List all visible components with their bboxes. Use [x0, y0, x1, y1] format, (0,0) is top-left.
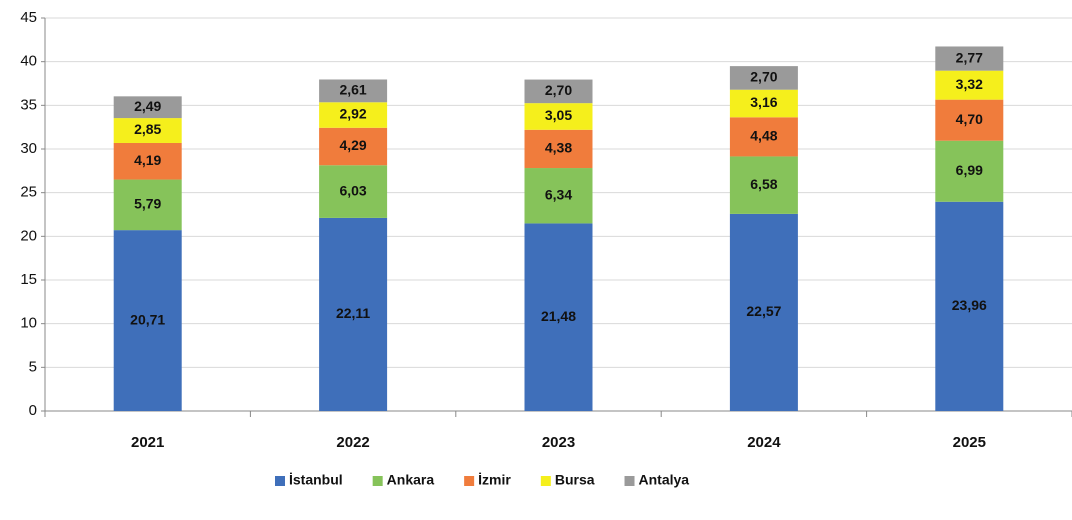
y-tick-label: 0: [29, 402, 37, 419]
bar-segment: [935, 46, 1004, 71]
y-tick-label: 30: [20, 140, 37, 157]
value-label: 4,70: [956, 111, 983, 127]
legend-label: Antalya: [639, 472, 690, 488]
bar-segment: [113, 142, 182, 180]
legend-label: Ankara: [387, 472, 435, 488]
value-label: 22,57: [746, 303, 781, 319]
value-label: 6,99: [956, 162, 983, 178]
value-label: 4,19: [134, 152, 161, 168]
bar-segment: [524, 168, 593, 224]
bar-segment: [729, 117, 798, 157]
y-tick-label: 10: [20, 315, 37, 332]
bar-segment: [729, 89, 798, 118]
bar-segment: [524, 103, 593, 130]
legend-label: İstanbul: [289, 472, 343, 488]
value-label: 20,71: [130, 311, 165, 327]
bar-segment: [729, 213, 798, 411]
bar-segment: [319, 102, 388, 128]
bar-segment: [935, 201, 1004, 411]
x-tick-label: 2024: [747, 434, 781, 451]
x-tick-label: 2025: [953, 434, 986, 451]
bar-segment: [113, 179, 182, 231]
value-label: 2,49: [134, 98, 161, 114]
value-label: 3,16: [750, 94, 777, 110]
value-label: 2,70: [750, 69, 777, 85]
value-label: 2,70: [545, 82, 572, 98]
y-tick-label: 5: [29, 358, 37, 375]
value-label: 3,32: [956, 76, 983, 92]
value-label: 2,85: [134, 121, 161, 137]
value-label: 4,29: [339, 137, 366, 153]
bar-segment: [524, 79, 593, 104]
y-tick-label: 45: [20, 9, 37, 26]
value-label: 23,96: [952, 297, 987, 313]
x-tick-label: 2021: [131, 434, 164, 451]
legend-label: İzmir: [478, 472, 511, 488]
value-label: 6,34: [545, 186, 572, 202]
y-tick-label: 25: [20, 184, 37, 201]
value-label: 21,48: [541, 308, 576, 324]
bar-segment: [113, 118, 182, 143]
y-tick-label: 20: [20, 227, 37, 244]
value-label: 2,77: [956, 49, 983, 65]
legend-label: Bursa: [555, 472, 595, 488]
legend-swatch: [372, 476, 383, 486]
value-label: 2,61: [339, 82, 366, 98]
bar-segment: [729, 156, 798, 214]
value-label: 3,05: [545, 107, 572, 123]
bar-segment: [935, 70, 1004, 100]
value-label: 6,03: [339, 182, 366, 198]
value-label: 6,58: [750, 176, 777, 192]
y-tick-label: 15: [20, 271, 37, 288]
bar-segment: [524, 223, 593, 411]
bar-segment: [524, 129, 593, 169]
legend-swatch: [540, 476, 551, 486]
value-label: 2,92: [339, 106, 366, 122]
bar-segment: [319, 127, 388, 166]
y-tick-label: 40: [20, 53, 37, 70]
bar-segment: [319, 165, 388, 218]
y-tick-label: 35: [20, 96, 37, 113]
value-label: 22,11: [336, 305, 370, 321]
bar-segment: [113, 96, 182, 119]
legend-swatch: [275, 476, 285, 486]
bar-segment: [935, 140, 1004, 202]
bar-segment: [729, 66, 798, 90]
legend-swatch: [464, 476, 475, 486]
value-label: 5,79: [134, 196, 161, 212]
x-tick-label: 2023: [542, 434, 575, 451]
value-label: 4,48: [750, 128, 777, 144]
bar-segment: [935, 99, 1004, 141]
bar-segment: [113, 230, 182, 411]
bar-segment: [319, 79, 388, 103]
value-label: 4,38: [545, 140, 572, 156]
bar-segment: [319, 217, 388, 411]
legend-swatch: [624, 476, 635, 486]
x-tick-label: 2022: [336, 434, 369, 451]
